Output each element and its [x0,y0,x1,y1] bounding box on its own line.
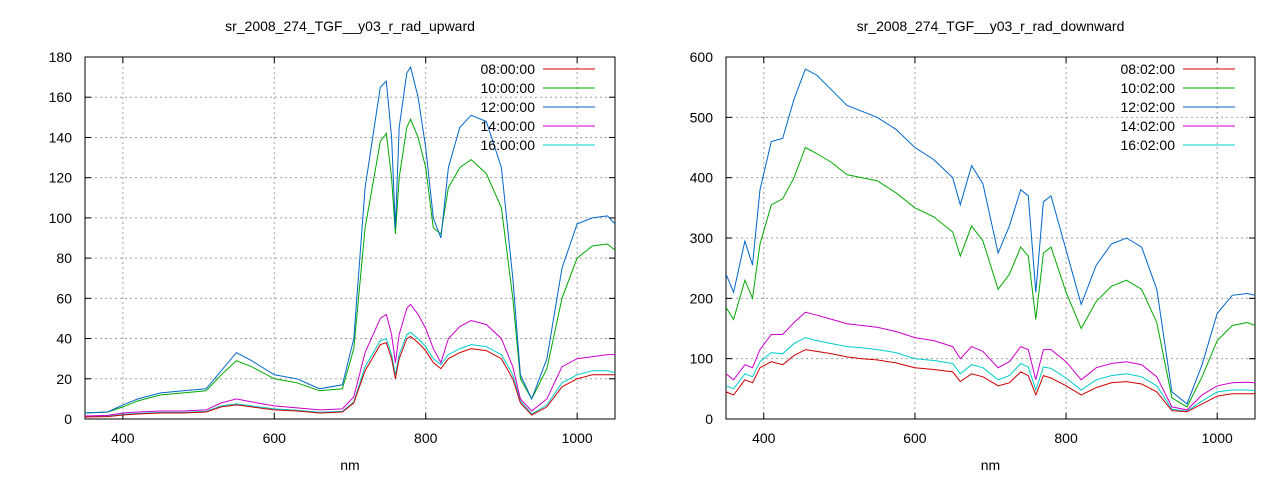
series-line-120000 [85,65,615,414]
x-tick-label: 1000 [562,430,593,446]
y-tick-label: 400 [690,170,714,186]
y-tick-label: 0 [64,411,72,427]
chart-panel-downward: sr_2008_274_TGF__y03_r_rad_downward 0 100 2… [690,18,1256,473]
y-tick-label: 80 [56,250,72,266]
legend-label: 14:00:00 [481,118,536,134]
y-tick-label: 40 [56,331,72,347]
series-line-100000 [85,118,615,414]
legend-label: 12:02:00 [1121,99,1176,115]
chart-panel-upward: sr_2008_274_TGF__y03_r_rad_upward 0 20 40 60… [49,18,616,473]
series-line-160200 [726,337,1255,412]
x-tick-label: 800 [1054,430,1078,446]
series-line-100200 [726,146,1255,408]
chart-title: sr_2008_274_TGF__y03_r_rad_downward [857,18,1125,34]
series-line-080000 [85,335,615,418]
plot-frame [84,56,616,420]
series-line-140000 [85,303,615,417]
y-tick-label: 600 [690,49,714,65]
series-line-120200 [726,68,1255,405]
y-tick-label: 300 [690,230,714,246]
y-tick-label: 100 [49,210,73,226]
x-axis-label: nm [340,457,359,473]
y-tick-label: 140 [49,129,73,145]
legend-label: 16:00:00 [481,137,536,153]
chart-title: sr_2008_274_TGF__y03_r_rad_upward [225,18,475,34]
legend-label: 12:00:00 [481,99,536,115]
y-tick-label: 60 [56,290,72,306]
y-tick-label: 160 [49,89,73,105]
legend-label: 08:02:00 [1121,61,1176,77]
y-tick-label: 20 [56,371,72,387]
y-tick-label: 120 [49,170,73,186]
legend-label: 08:00:00 [481,61,536,77]
legend-label: 16:02:00 [1121,137,1176,153]
y-tick-label: 100 [690,351,714,367]
plot-frame [725,56,1256,420]
x-axis-label: nm [981,457,1000,473]
x-tick-label: 1000 [1202,430,1233,446]
series-line-160000 [85,331,615,418]
y-tick-label: 0 [705,411,713,427]
series-line-080200 [726,349,1255,413]
y-tick-label: 180 [49,49,73,65]
series-line-140200 [726,311,1255,411]
x-tick-label: 400 [752,430,776,446]
x-tick-label: 600 [903,430,927,446]
x-tick-label: 800 [414,430,438,446]
y-tick-label: 200 [690,290,714,306]
series-lines [85,65,615,418]
x-tick-label: 400 [111,430,135,446]
series-lines [726,68,1255,413]
x-tick-label: 600 [263,430,287,446]
legend-label: 14:02:00 [1121,118,1176,134]
legend-label: 10:00:00 [481,80,536,96]
y-tick-label: 500 [690,109,714,125]
legend-label: 10:02:00 [1121,80,1176,96]
